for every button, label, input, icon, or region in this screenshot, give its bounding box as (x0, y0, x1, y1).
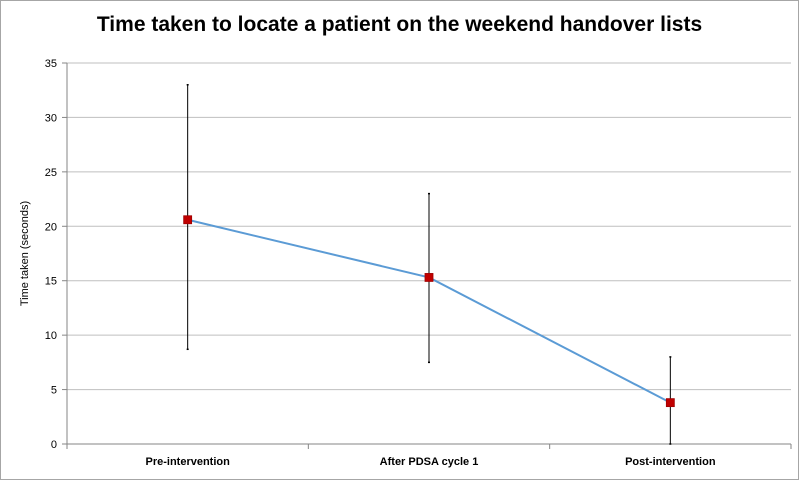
x-tick-label: Post-intervention (625, 456, 716, 468)
y-tick-label: 25 (45, 167, 57, 179)
data-point (424, 273, 434, 282)
y-axis-label: Time taken (seconds) (19, 201, 31, 306)
y-tick-label: 20 (45, 221, 57, 233)
y-tick-label: 10 (45, 330, 57, 342)
chart-title: Time taken to locate a patient on the we… (96, 13, 703, 36)
data-point (665, 398, 675, 408)
x-tick-label: Pre-intervention (145, 456, 230, 468)
y-tick-label: 15 (45, 276, 57, 288)
y-tick-label: 5 (51, 385, 57, 397)
data-point (183, 215, 193, 225)
y-tick-label: 35 (45, 58, 57, 70)
y-tick-label: 0 (51, 439, 57, 451)
x-tick-label: After PDSA cycle 1 (380, 456, 479, 468)
y-tick-label: 30 (45, 112, 57, 124)
